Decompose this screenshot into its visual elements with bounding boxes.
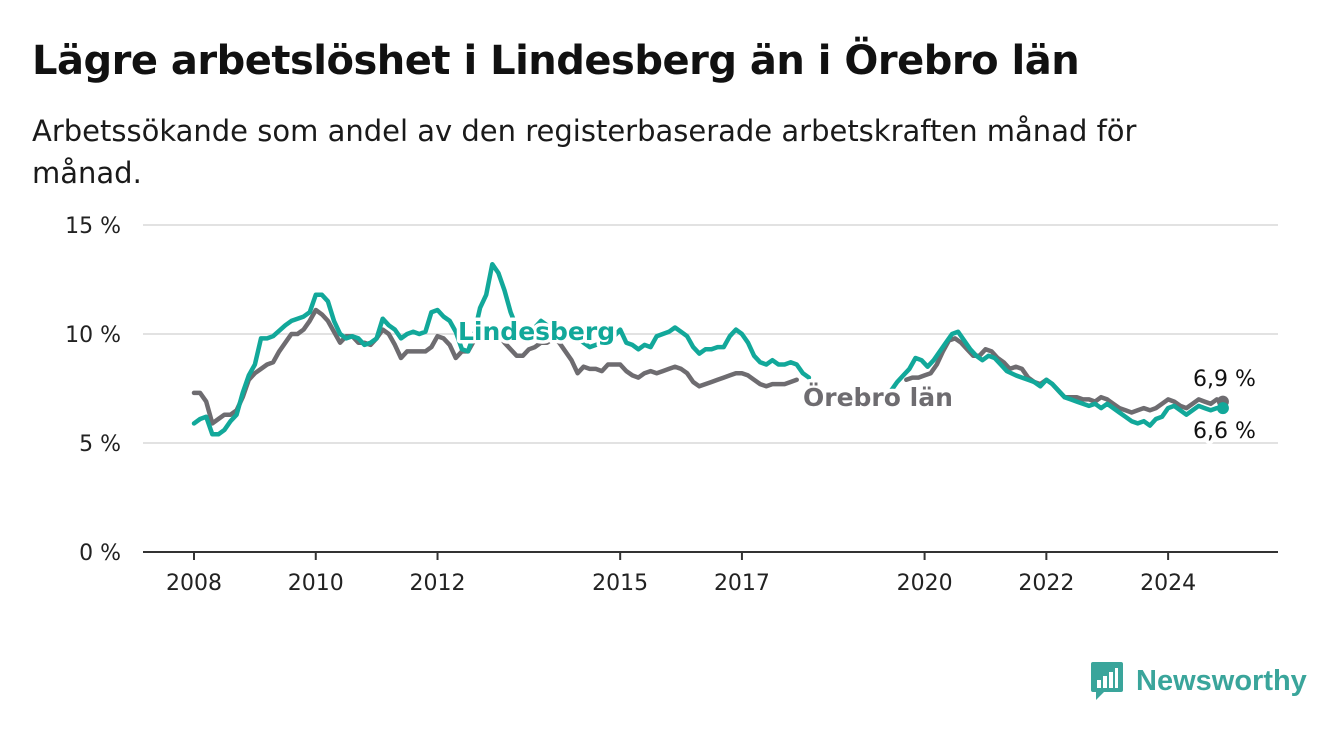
end-value-label-orebro-lan: 6,9 % xyxy=(1193,367,1256,392)
series-label-lindesberg: Lindesberg xyxy=(458,317,615,346)
chart-title: Lägre arbetslöshet i Lindesberg än i Öre… xyxy=(32,38,1080,84)
end-value-label-orebro-lan-halo: 6,9 % xyxy=(1193,367,1256,392)
x-tick-label: 2008 xyxy=(166,571,222,596)
gridlines xyxy=(143,224,1278,553)
end-point-marker xyxy=(1216,402,1229,415)
brand-name: Newsworthy xyxy=(1136,664,1307,697)
chart-subtitle: Arbetssökande som andel av den registerb… xyxy=(32,114,1137,190)
end-value-label-lindesberg: 6,6 % xyxy=(1193,419,1256,444)
x-tick-label: 2017 xyxy=(714,571,770,596)
x-tick-label: 2024 xyxy=(1140,571,1196,596)
y-tick-label: 10 % xyxy=(65,323,121,348)
x-tick-label: 2010 xyxy=(288,571,344,596)
series-label-lindesberg-halo: Lindesberg xyxy=(458,317,615,346)
line-chart: 0 %5 %10 %15 % 2008 2010 2012 2015 2017 2020 2… xyxy=(65,214,1278,596)
y-axis-ticks: 0 % 5 % 10 % 15 % xyxy=(65,214,121,566)
series-line-lindesberg xyxy=(191,261,1226,437)
x-tick-label: 2022 xyxy=(1018,571,1074,596)
series-label-orebro-lan-halo: Örebro län xyxy=(803,382,953,412)
x-tick-label: 2020 xyxy=(897,571,953,596)
y-tick-label: 5 % xyxy=(79,432,121,457)
end-value-label-lindesberg-halo: 6,6 % xyxy=(1193,419,1256,444)
y-tick-label: 0 % xyxy=(79,541,121,566)
x-tick-label: 2015 xyxy=(592,571,648,596)
x-axis-ticks: 2008 2010 2012 2015 2017 2020 2022 2024 xyxy=(166,552,1196,596)
series-line-orebro-lan xyxy=(191,307,1226,426)
newsworthy-logo: Newsworthy xyxy=(1090,660,1307,702)
bar-chart-icon xyxy=(1091,662,1123,700)
y-tick-label: 15 % xyxy=(65,214,121,239)
series-lines xyxy=(191,261,1229,437)
x-tick-label: 2012 xyxy=(410,571,466,596)
series-label-orebro-lan: Örebro län xyxy=(803,382,953,412)
